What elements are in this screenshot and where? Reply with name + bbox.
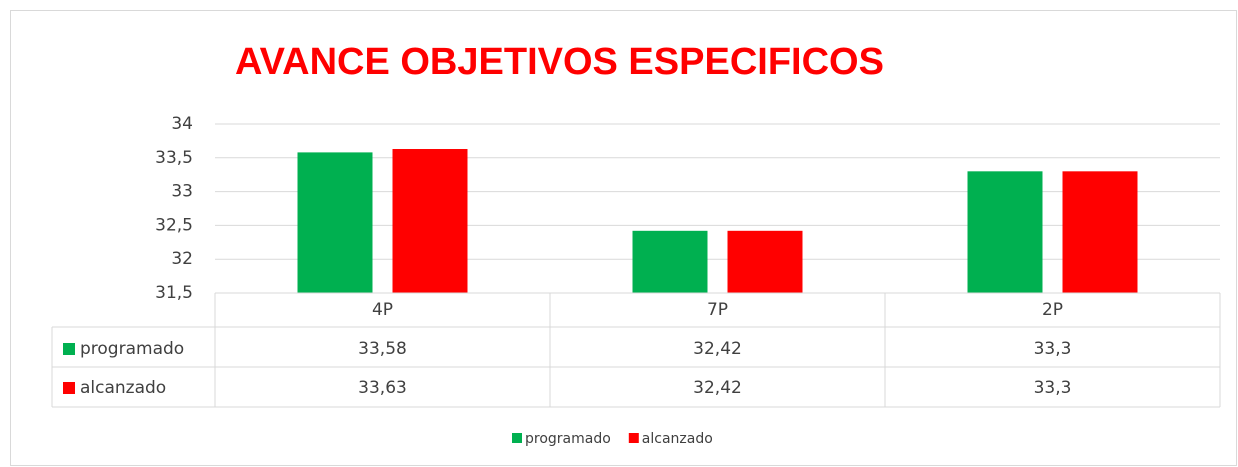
table-value: 32,42: [693, 339, 742, 359]
legend-label: programado: [525, 431, 611, 447]
bar: [967, 171, 1043, 293]
table-value: 33,58: [358, 339, 407, 359]
y-tick-label: 33,5: [155, 148, 193, 168]
bar: [392, 149, 468, 293]
table-series-name: alcanzado: [80, 378, 166, 398]
bar: [1062, 171, 1138, 293]
table-legend-key: [63, 382, 75, 394]
table-value: 33,63: [358, 378, 407, 398]
bar: [632, 230, 708, 293]
chart-title: AVANCE OBJETIVOS ESPECIFICOS: [235, 41, 884, 83]
x-tick-label: 4P: [372, 300, 393, 320]
y-tick-label: 32: [171, 249, 193, 269]
table-legend-key: [63, 343, 75, 355]
y-tick-label: 33: [171, 182, 193, 202]
bar: [727, 230, 803, 293]
legend-key: [628, 433, 639, 443]
y-tick-label: 34: [171, 114, 193, 134]
table-value: 33,3: [1034, 378, 1072, 398]
table-value: 32,42: [693, 378, 742, 398]
x-tick-label: 2P: [1042, 300, 1063, 320]
x-tick-label: 7P: [707, 300, 728, 320]
table-value: 33,3: [1034, 339, 1072, 359]
y-tick-label: 32,5: [155, 215, 193, 235]
y-tick-label: 31,5: [155, 283, 193, 303]
table-series-name: programado: [80, 339, 184, 359]
legend-label: alcanzado: [642, 431, 713, 447]
bar: [297, 152, 373, 293]
legend-key: [512, 433, 522, 443]
